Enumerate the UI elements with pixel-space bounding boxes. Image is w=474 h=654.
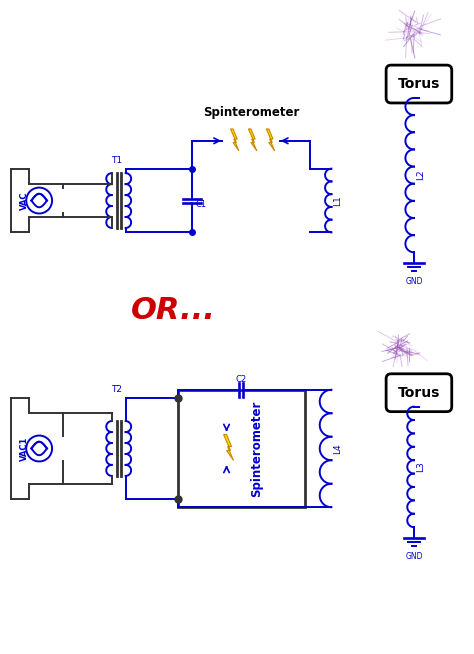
Polygon shape [266,129,275,151]
Polygon shape [224,434,234,460]
Polygon shape [248,129,257,151]
Text: Spinterometer: Spinterometer [250,400,263,496]
Text: VAC: VAC [20,191,29,210]
Text: Torus: Torus [398,386,440,400]
Text: T1: T1 [111,156,122,165]
Text: VAC1: VAC1 [20,436,29,460]
FancyBboxPatch shape [386,374,452,411]
Text: Torus: Torus [398,77,440,91]
Text: OR...: OR... [131,296,216,324]
Polygon shape [230,129,239,151]
FancyBboxPatch shape [386,65,452,103]
Text: L2: L2 [416,170,425,181]
Text: C1: C1 [195,200,206,209]
Text: T2: T2 [111,385,122,394]
Text: C2: C2 [236,375,247,384]
Text: L1: L1 [333,195,342,206]
Text: L4: L4 [333,443,342,454]
Bar [178,390,305,508]
Text: GND: GND [405,552,423,561]
Text: L3: L3 [416,462,425,472]
Text: GND: GND [405,277,423,286]
Text: Spinterometer: Spinterometer [203,106,299,119]
